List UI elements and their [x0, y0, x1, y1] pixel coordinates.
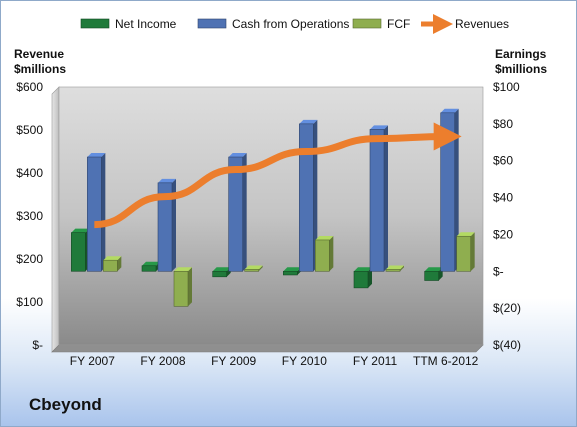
legend-swatch — [80, 18, 110, 29]
right-tick-label: $(20) — [493, 301, 521, 315]
left-axis-title: Revenue $millions — [14, 47, 66, 77]
bar-cash-from-operations-2 — [228, 153, 247, 272]
bar-fcf-4 — [385, 265, 404, 272]
left-axis-title-line1: Revenue — [14, 47, 65, 61]
bar-fcf-5 — [456, 232, 475, 272]
category-label: FY 2007 — [70, 354, 115, 368]
right-axis-title: Earnings $millions — [495, 47, 547, 77]
category-label: TTM 6-2012 — [413, 354, 479, 368]
category-label: FY 2010 — [282, 354, 327, 368]
bar-fcf-1 — [173, 267, 192, 307]
category-label: FY 2011 — [353, 354, 398, 368]
legend-label: FCF — [387, 17, 410, 31]
right-tick-label: $60 — [493, 154, 513, 168]
bar-cash-from-operations-0 — [87, 153, 106, 272]
left-tick-label: $- — [32, 338, 43, 352]
right-tick-label: $80 — [493, 117, 513, 131]
plot-floor — [51, 344, 484, 353]
legend-label: Revenues — [455, 17, 509, 31]
revenues-line — [94, 122, 462, 229]
legend-item-revenues: Revenues — [421, 14, 509, 34]
legend-label: Net Income — [115, 17, 177, 31]
legend-swatch — [197, 18, 227, 29]
right-tick-label: $(40) — [493, 338, 521, 352]
left-tick-label: $600 — [16, 80, 43, 94]
legend-swatch — [352, 18, 382, 29]
bar-cash-from-operations-1 — [157, 178, 176, 272]
category-label: FY 2008 — [140, 354, 185, 368]
bar-cash-from-operations-3 — [299, 119, 318, 272]
legend-item-fcf: FCF — [352, 17, 410, 31]
right-tick-label: $100 — [493, 80, 520, 94]
right-tick-label: $20 — [493, 227, 513, 241]
bar-cash-from-operations-4 — [369, 125, 388, 272]
plot-back-wall — [58, 86, 484, 346]
plot-side-wall — [51, 86, 60, 353]
legend-item-net-income: Net Income — [80, 17, 177, 31]
left-tick-label: $200 — [16, 252, 43, 266]
bar-net-income-2 — [212, 267, 231, 278]
company-name: Cbeyond — [29, 395, 102, 414]
bar-net-income-5 — [424, 267, 443, 281]
left-axis-title-line2: $millions — [14, 62, 67, 76]
right-tick-label: $- — [493, 264, 504, 278]
category-label: FY 2009 — [211, 354, 256, 368]
bar-net-income-1 — [141, 261, 160, 272]
left-tick-label: $100 — [16, 295, 43, 309]
left-tick-label: $300 — [16, 209, 43, 223]
right-axis-title-line2: $millions — [495, 62, 548, 76]
bar-fcf-0 — [103, 256, 122, 272]
right-axis-title-line1: Earnings — [495, 47, 547, 61]
left-tick-label: $400 — [16, 166, 43, 180]
legend-label: Cash from Operations — [232, 17, 349, 31]
bar-net-income-0 — [71, 228, 90, 272]
right-tick-label: $40 — [493, 191, 513, 205]
bar-fcf-3 — [315, 235, 334, 272]
legend-item-cash-from-operations: Cash from Operations — [197, 17, 349, 31]
bar-net-income-4 — [353, 267, 372, 289]
bar-fcf-2 — [244, 265, 263, 272]
left-tick-label: $500 — [16, 123, 43, 137]
